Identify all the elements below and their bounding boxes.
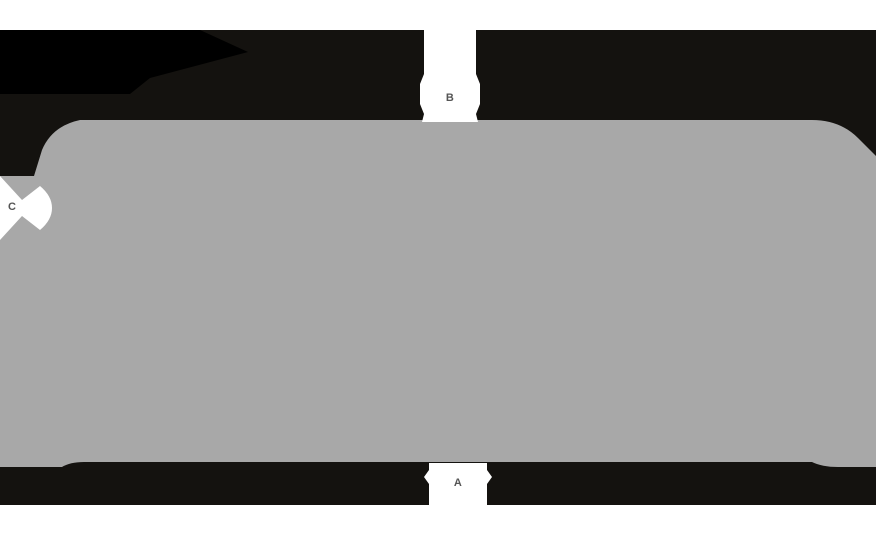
gray-panel [0, 120, 876, 467]
black-wedge [0, 30, 248, 94]
tab-a-shape[interactable] [424, 463, 492, 505]
tab-c-shape[interactable] [0, 176, 52, 240]
bottom-white-area [0, 505, 876, 534]
tab-b-shape[interactable] [420, 0, 480, 122]
gray-panel-corner-topleft [0, 120, 80, 176]
